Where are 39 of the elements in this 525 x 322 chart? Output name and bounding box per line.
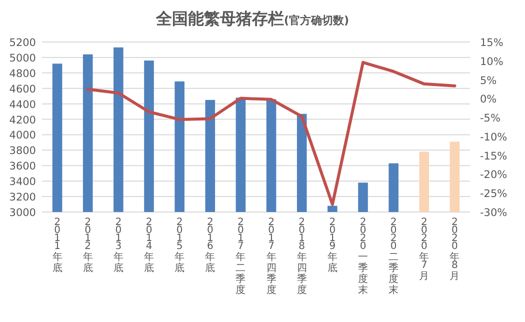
x-tick-label: 2017年四季度 — [266, 217, 276, 296]
x-tick-label: 2016年底 — [205, 217, 216, 274]
y2-tick-label: 0% — [480, 94, 497, 106]
y2-tick-label: 5% — [480, 74, 497, 87]
chart-title: 全国能繁母猪存栏 — [154, 9, 284, 28]
y-tick-label: 3400 — [9, 176, 36, 188]
x-tick-label: 2020二季度末 — [388, 217, 399, 296]
x-tick-label: 2018年四季度 — [296, 217, 307, 296]
x-tick-label: 2011年底 — [52, 217, 62, 274]
y-tick-label: 4600 — [9, 83, 36, 96]
y2-tick-label: -10% — [480, 131, 508, 144]
y-tick-label: 5200 — [9, 37, 36, 49]
x-tick-label: 2012年底 — [82, 217, 93, 274]
x-tick-label: 2015年底 — [174, 217, 185, 274]
y-tick-label: 3600 — [9, 160, 36, 173]
y-tick-label: 3000 — [9, 207, 36, 219]
x-tick-label: 2017年二季度 — [236, 217, 246, 296]
y-tick-label: 3200 — [9, 192, 36, 204]
y2-tick-label: -5% — [480, 112, 500, 125]
x-tick-label: 2014年底 — [144, 217, 154, 274]
y2-tick-label: -25% — [480, 188, 508, 200]
y-tick-label: 4000 — [9, 130, 36, 142]
x-tick-label: 2020年7月 — [419, 217, 430, 282]
y-tick-label: 4800 — [9, 68, 36, 80]
y-tick-label: 5000 — [9, 52, 36, 64]
y2-tick-label: 10% — [480, 56, 504, 68]
chart-subtitle: (官方确切数) — [284, 14, 350, 27]
y2-tick-label: -30% — [480, 207, 508, 219]
x-tick-label: 2020一季度末 — [358, 217, 368, 296]
x-tick-label: 2020年8月 — [450, 217, 460, 282]
x-tick-label: 2019年底 — [327, 217, 338, 274]
y2-tick-label: 15% — [480, 37, 504, 49]
line-series — [86, 60, 456, 206]
y2-tick-label: -15% — [480, 150, 508, 162]
y-tick-label: 4400 — [9, 98, 36, 111]
x-tick-label: 2013年底 — [113, 217, 124, 274]
y2-tick-label: -20% — [480, 169, 508, 182]
y-tick-label: 3800 — [9, 145, 36, 158]
y-tick-label: 4200 — [9, 114, 36, 126]
